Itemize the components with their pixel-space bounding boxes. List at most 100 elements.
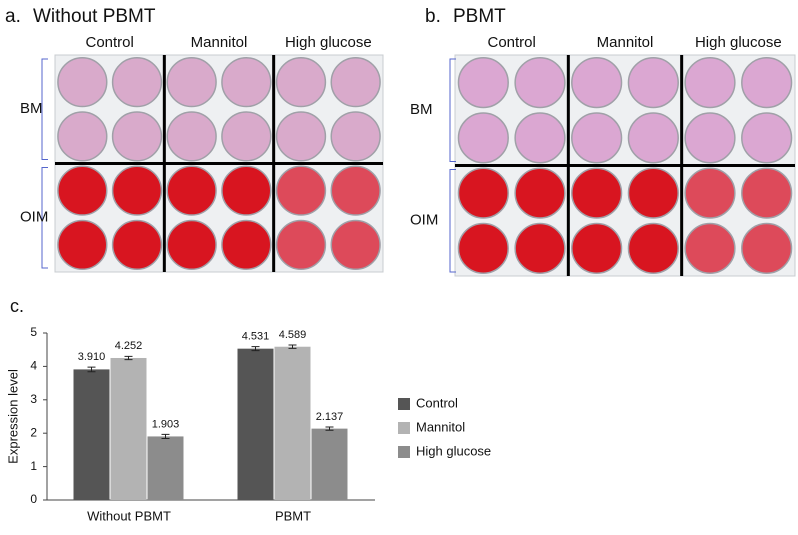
well bbox=[684, 57, 736, 109]
bracket bbox=[41, 58, 48, 160]
column-label: Mannitol bbox=[191, 34, 248, 51]
chart-label: c. bbox=[10, 296, 24, 316]
error-bar bbox=[87, 366, 96, 373]
value-label: 2.137 bbox=[316, 411, 344, 423]
column-label: Mannitol bbox=[597, 34, 654, 51]
well bbox=[57, 219, 108, 271]
bracket bbox=[449, 169, 456, 273]
well bbox=[330, 165, 381, 216]
value-label: 1.903 bbox=[152, 418, 180, 430]
legend-swatch bbox=[398, 398, 410, 410]
well bbox=[457, 57, 509, 109]
column-label: Control bbox=[487, 34, 535, 51]
well bbox=[684, 112, 736, 164]
y-tick-label: 1 bbox=[30, 459, 37, 473]
well bbox=[741, 112, 793, 164]
well bbox=[275, 219, 327, 271]
well bbox=[221, 219, 272, 271]
y-axis-label: Expression level bbox=[5, 369, 20, 464]
well bbox=[571, 222, 623, 274]
well bbox=[275, 111, 327, 162]
error-bar bbox=[251, 346, 260, 352]
value-label: 4.589 bbox=[279, 329, 307, 341]
value-label: 4.252 bbox=[115, 340, 143, 352]
well bbox=[457, 222, 509, 274]
well bbox=[221, 165, 272, 216]
well bbox=[457, 167, 509, 219]
legend-label: Mannitol bbox=[416, 419, 465, 434]
bar bbox=[274, 346, 311, 500]
row-label: OIM bbox=[410, 212, 438, 229]
well bbox=[166, 56, 217, 108]
well bbox=[221, 56, 272, 108]
panel-title: Without PBMT bbox=[33, 6, 156, 27]
well bbox=[275, 56, 327, 108]
well bbox=[221, 111, 272, 162]
well bbox=[571, 167, 623, 219]
error-bar bbox=[325, 426, 334, 431]
well bbox=[166, 165, 217, 216]
well bbox=[457, 112, 509, 164]
well bbox=[514, 112, 566, 164]
well bbox=[627, 112, 679, 164]
bracket bbox=[41, 167, 48, 269]
well bbox=[166, 219, 217, 271]
y-tick-label: 0 bbox=[30, 492, 37, 506]
well bbox=[166, 111, 217, 162]
well bbox=[57, 165, 108, 216]
bar bbox=[237, 348, 274, 500]
well bbox=[514, 167, 566, 219]
bar bbox=[147, 436, 184, 500]
value-label: 4.531 bbox=[242, 331, 270, 343]
panel-label: b. bbox=[425, 6, 441, 27]
well bbox=[514, 222, 566, 274]
well bbox=[111, 219, 163, 271]
well bbox=[741, 222, 793, 274]
well bbox=[627, 167, 679, 219]
panel-label: a. bbox=[5, 6, 21, 27]
column-label: Control bbox=[85, 34, 133, 51]
x-tick-label: PBMT bbox=[275, 508, 311, 523]
bracket bbox=[449, 58, 456, 162]
well bbox=[571, 57, 623, 109]
column-label: High glucose bbox=[695, 34, 782, 51]
panel-title: PBMT bbox=[453, 6, 506, 27]
well bbox=[330, 219, 381, 271]
well bbox=[111, 165, 163, 216]
row-label: BM bbox=[20, 100, 43, 117]
error-bar bbox=[288, 344, 297, 349]
well bbox=[330, 56, 381, 108]
legend-swatch bbox=[398, 422, 410, 434]
y-tick-label: 4 bbox=[30, 359, 37, 373]
well bbox=[684, 167, 736, 219]
well bbox=[111, 56, 163, 108]
legend-swatch bbox=[398, 446, 410, 458]
row-label: OIM bbox=[20, 209, 48, 226]
well bbox=[275, 165, 327, 216]
bar bbox=[73, 369, 110, 500]
x-tick-label: Without PBMT bbox=[87, 508, 171, 523]
well bbox=[57, 111, 108, 162]
row-label: BM bbox=[410, 101, 433, 118]
bar bbox=[110, 357, 147, 500]
legend-label: Control bbox=[416, 395, 458, 410]
y-tick-label: 5 bbox=[30, 325, 37, 339]
y-tick-label: 3 bbox=[30, 392, 37, 406]
well bbox=[111, 111, 163, 162]
well bbox=[514, 57, 566, 109]
well bbox=[571, 112, 623, 164]
y-tick-label: 2 bbox=[30, 425, 37, 439]
value-label: 3.910 bbox=[78, 351, 106, 363]
bar bbox=[311, 428, 348, 500]
well bbox=[627, 57, 679, 109]
legend-label: High glucose bbox=[416, 443, 491, 458]
well bbox=[684, 222, 736, 274]
well bbox=[330, 111, 381, 162]
well bbox=[741, 57, 793, 109]
error-bar bbox=[161, 433, 170, 439]
well bbox=[627, 222, 679, 274]
error-bar bbox=[124, 355, 133, 361]
column-label: High glucose bbox=[285, 34, 372, 51]
well bbox=[57, 56, 108, 108]
